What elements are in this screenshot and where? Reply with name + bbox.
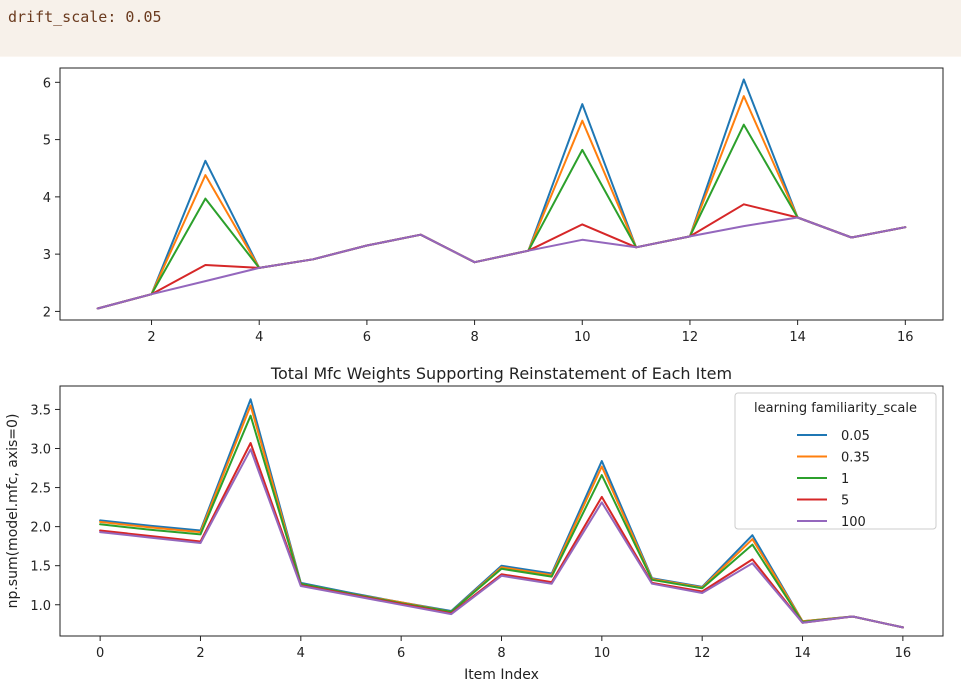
chart-2: 0 2 4 6 8 10 12 14 16 1.0 1.5 2.0 2.5 3.0 3.5 Total Mfc… bbox=[5, 364, 944, 683]
x-tick-label: 16 bbox=[895, 646, 912, 661]
x-axis-label: Item Index bbox=[464, 667, 539, 683]
y-tick-label: 4 bbox=[43, 191, 51, 206]
x-tick-label: 16 bbox=[897, 330, 914, 345]
series-line-1 bbox=[99, 414, 904, 629]
series-line-1 bbox=[96, 123, 907, 310]
output-area: 2 4 6 8 10 12 14 16 2 3 4 5 6 0 2 4 6 8 10 12 14 16 1.0 1.5 2.0 2… bbox=[0, 57, 961, 697]
x-tick-label: 8 bbox=[470, 330, 478, 345]
x-tick-label: 4 bbox=[255, 330, 263, 345]
plot-frame bbox=[59, 67, 944, 321]
y-tick-label: 1.0 bbox=[30, 599, 51, 614]
legend-label-100: 100 bbox=[841, 515, 866, 530]
series-line-100 bbox=[99, 448, 904, 629]
legend-box bbox=[734, 392, 937, 530]
code-cell[interactable]: drift_scale: 0.05 bbox=[0, 0, 961, 56]
y-tick-label: 2.5 bbox=[30, 482, 51, 497]
x-tick-label: 4 bbox=[297, 646, 305, 661]
x-tick-label: 8 bbox=[497, 646, 505, 661]
x-tick-label: 14 bbox=[794, 646, 811, 661]
x-tick-label: 10 bbox=[594, 646, 611, 661]
x-tick-label: 12 bbox=[694, 646, 711, 661]
y-tick-label: 3.5 bbox=[30, 403, 51, 418]
code-cell-text: drift_scale: 0.05 bbox=[8, 8, 162, 26]
figure-canvas: 2 4 6 8 10 12 14 16 2 3 4 5 6 0 2 4 6 8 10 12 14 16 1.0 1.5 2.0 2… bbox=[5, 67, 944, 683]
x-tick-label: 14 bbox=[789, 330, 806, 345]
legend-label-0.35: 0.35 bbox=[841, 451, 870, 466]
y-tick-label: 2.0 bbox=[30, 521, 51, 536]
x-tick-label: 10 bbox=[574, 330, 591, 345]
x-tick-label: 6 bbox=[363, 330, 371, 345]
series-line-5 bbox=[99, 442, 904, 629]
series-line-0.35 bbox=[99, 404, 904, 629]
chart-1: 2 4 6 8 10 12 14 16 2 3 4 5 6 bbox=[43, 67, 944, 345]
y-tick-label: 5 bbox=[43, 134, 51, 149]
series-line-0.05 bbox=[99, 398, 904, 629]
y-tick-label: 3.0 bbox=[30, 443, 51, 458]
legend-label-0.05: 0.05 bbox=[841, 429, 870, 444]
series-line-0.35 bbox=[96, 95, 907, 310]
x-tick-label: 6 bbox=[397, 646, 405, 661]
x-tick-label: 2 bbox=[147, 330, 155, 345]
y-tick-label: 2 bbox=[43, 305, 51, 320]
legend-title: learning familiarity_scale bbox=[754, 401, 917, 416]
y-tick-label: 1.5 bbox=[30, 560, 51, 575]
y-tick-label: 6 bbox=[43, 76, 51, 91]
x-tick-label: 0 bbox=[96, 646, 104, 661]
series-line-100 bbox=[96, 216, 907, 310]
y-tick-label: 3 bbox=[43, 248, 51, 263]
legend-label-1: 1 bbox=[841, 472, 849, 487]
x-tick-label: 2 bbox=[196, 646, 204, 661]
legend-label-5: 5 bbox=[841, 494, 849, 509]
x-tick-label: 12 bbox=[682, 330, 699, 345]
legend: learning familiarity_scale 0.05 0.35 1 5 100 bbox=[734, 392, 937, 530]
y-axis-label: np.sum(model.mfc, axis=0) bbox=[5, 414, 21, 609]
chart-title: Total Mfc Weights Supporting Reinstateme… bbox=[270, 364, 732, 383]
